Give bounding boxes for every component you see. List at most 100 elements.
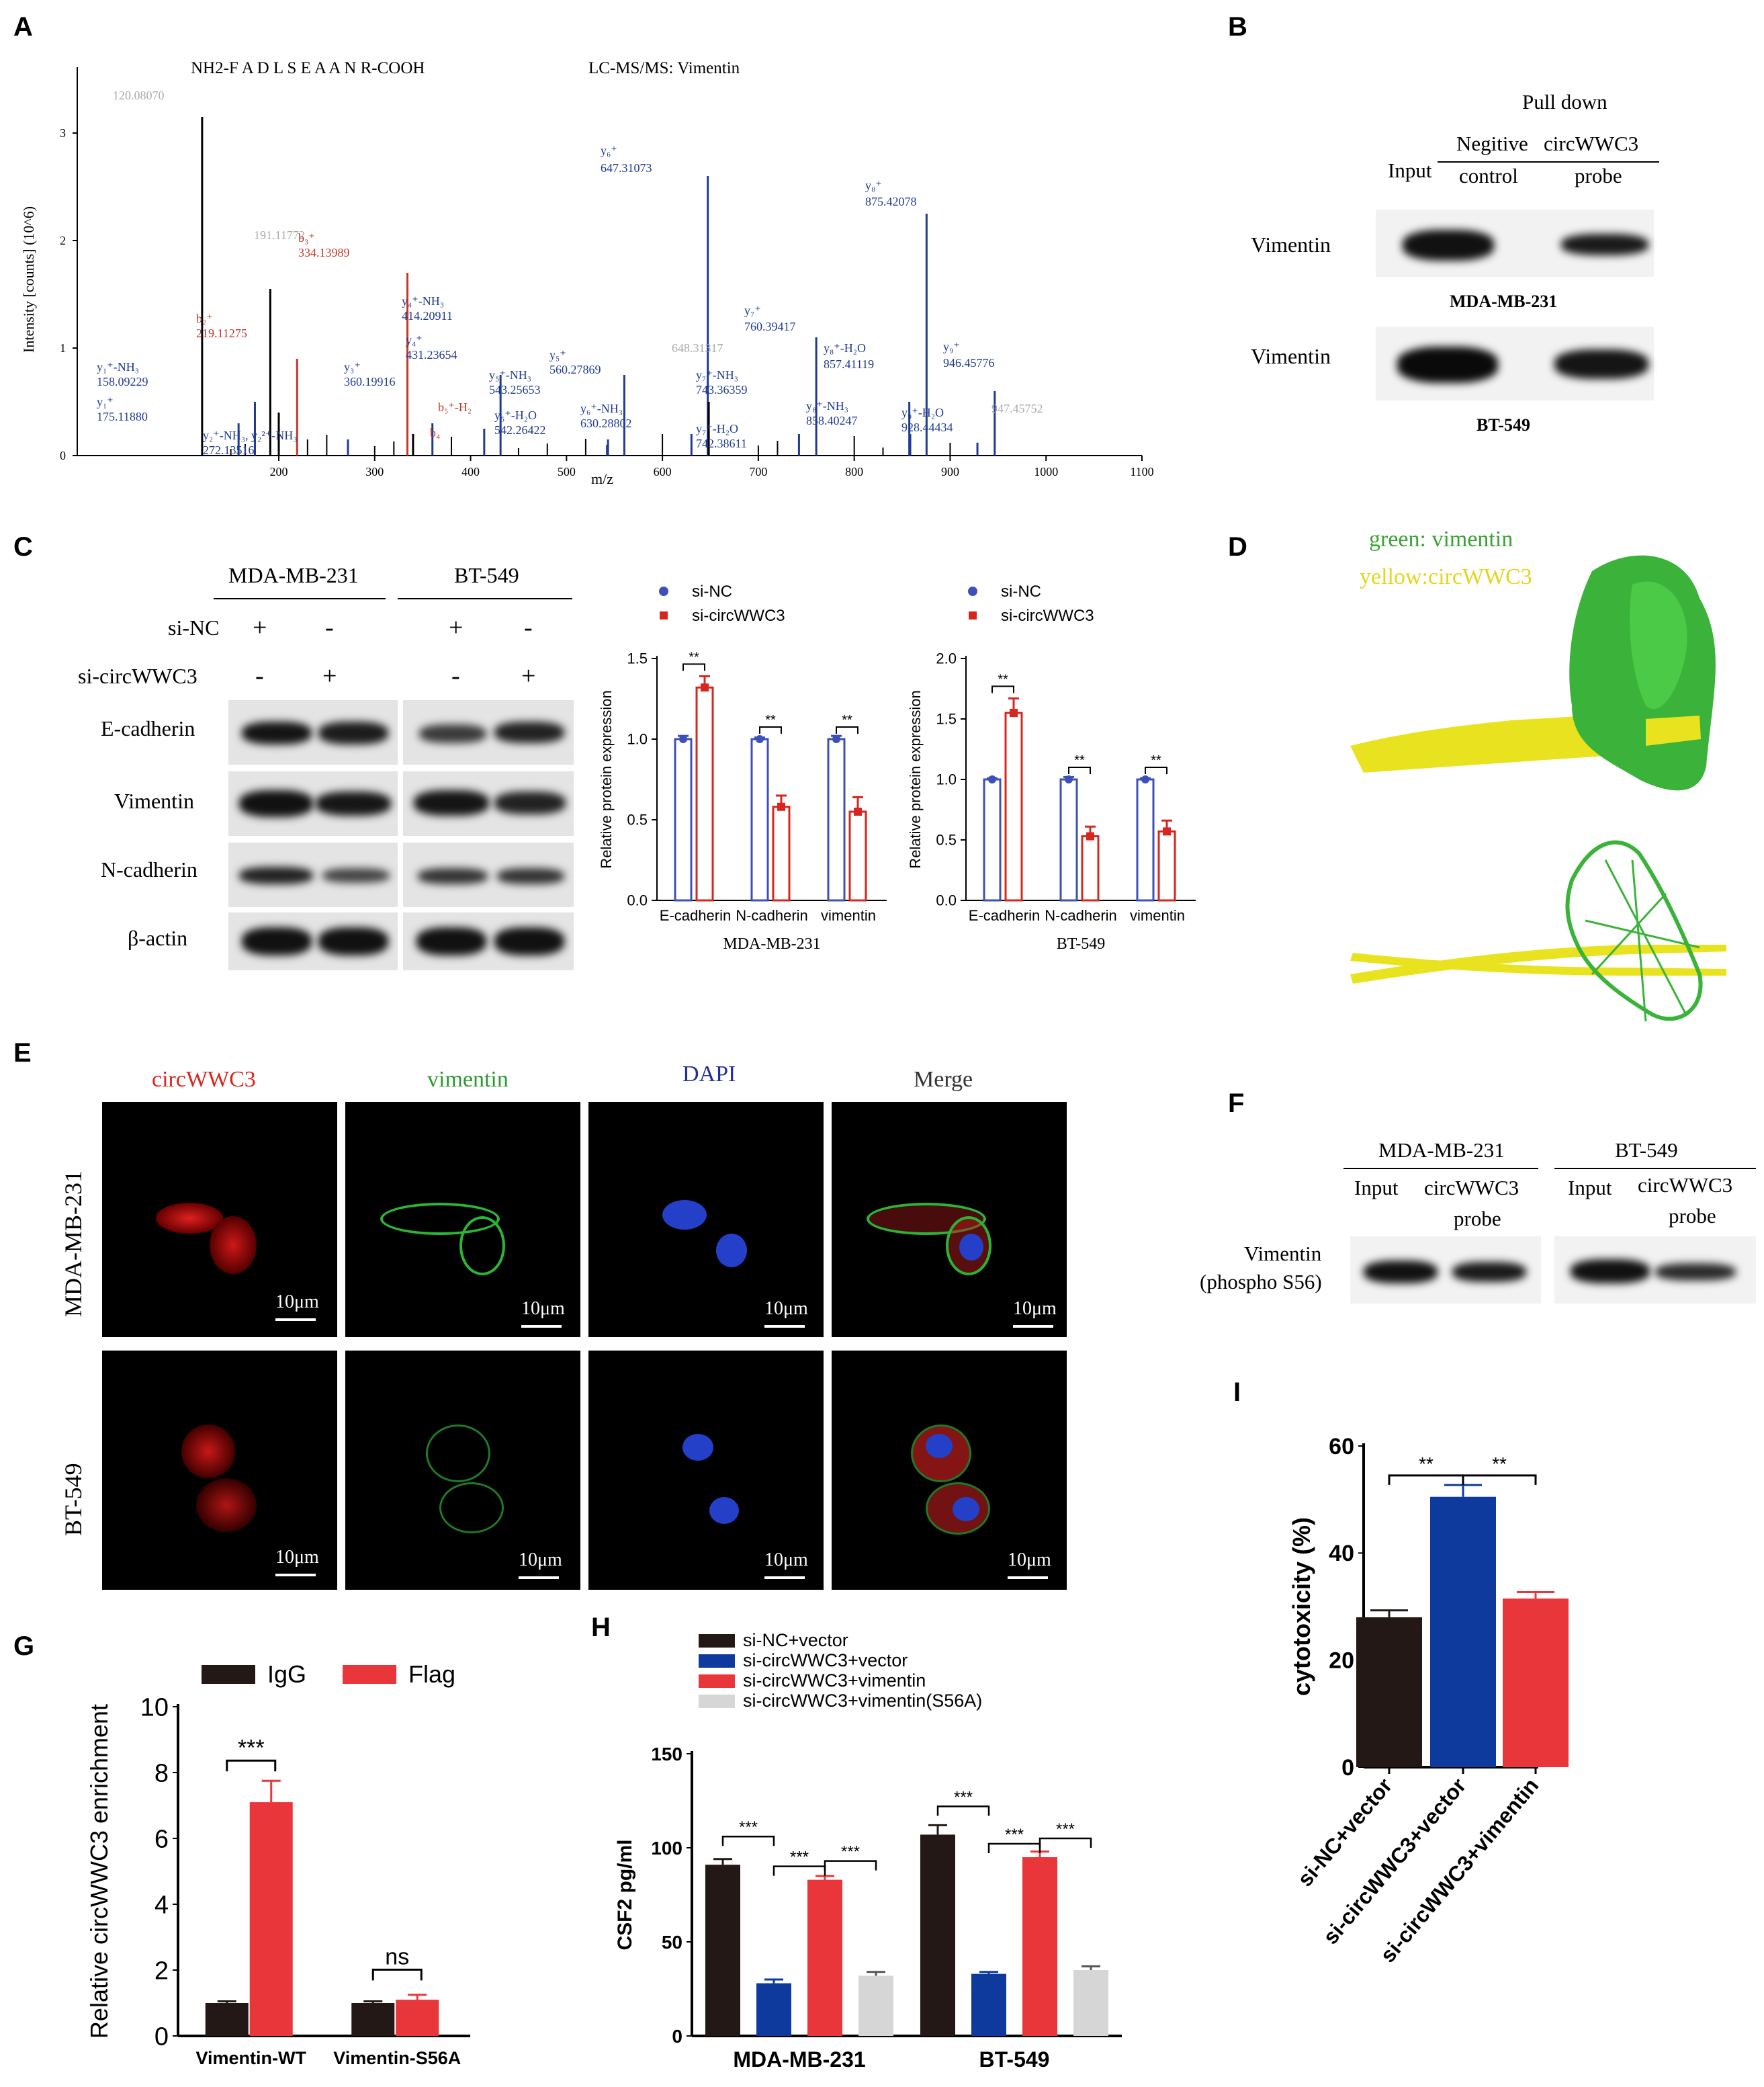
significance-bracket	[1068, 767, 1091, 774]
legend-label: si-circWWC3+vimentin	[743, 1670, 926, 1691]
data-point	[832, 735, 840, 743]
f-probe1-2: circWWC3	[1638, 1173, 1733, 1197]
x-tick-label: BT-549	[979, 2047, 1050, 2072]
significance-bracket	[824, 1860, 877, 1871]
c-cell-bt549: BT-549	[454, 563, 519, 587]
legend-marker-igg	[202, 1665, 255, 1684]
significance-label: **	[1074, 753, 1085, 768]
significance-bracket	[759, 726, 782, 734]
significance-bracket	[987, 1842, 1041, 1853]
y-tick-label: 0.5	[936, 832, 957, 849]
peptide-sequence: NH2-F A D L S E A A N R-COOH	[191, 59, 425, 77]
data-point	[1010, 709, 1018, 717]
spectrum-peak-label: y₆⁺-NH₃	[580, 402, 623, 415]
c-sign: -	[451, 662, 460, 690]
y-tick-label: 8	[155, 1759, 169, 1787]
x-axis-title: BT-549	[1057, 935, 1105, 953]
chart-g: 0 2 4 6 8 10 Relative circWWC3 enrichment IgG Fl…	[85, 1660, 470, 2068]
c-row-actin: β-actin	[128, 926, 188, 950]
x-tick-label: N-cadherin	[1045, 907, 1117, 924]
y-tick-label: 2.0	[936, 650, 957, 667]
bar	[1503, 1599, 1569, 1767]
x-tick-label: E-cadherin	[969, 907, 1040, 924]
bar	[772, 806, 791, 902]
legend-label: si-NC	[692, 583, 732, 601]
x-tick-label: Vimentin-WT	[196, 2048, 307, 2068]
spectrum-peak-label: 191.11772	[254, 228, 305, 242]
x-tick-label: si-circWWC3+vector	[1318, 1773, 1470, 1949]
spectrum-peak-label: b₅⁺-H₂	[438, 400, 472, 414]
f-blot-mda	[1350, 1236, 1541, 1304]
input-label: Input	[1388, 159, 1432, 182]
f-cell-mda: MDA-MB-231	[1378, 1138, 1505, 1162]
micro-bt-dapi: 10μm	[588, 1351, 824, 1590]
legend-marker	[699, 1634, 735, 1648]
y-axis-title: Relative protein expression	[598, 690, 615, 868]
f-probe2-1: probe	[1454, 1207, 1501, 1230]
spectrum-ytick-label: 0	[60, 449, 66, 462]
panel-b-label: B	[1228, 12, 1247, 42]
method-label: LC-MS/MS: Vimentin	[588, 59, 740, 77]
spectrum-peak-label: 858.40247	[806, 414, 858, 427]
c-row-ecad: E-cadherin	[101, 716, 195, 740]
legend-label: si-NC+vector	[743, 1630, 848, 1650]
bar	[1059, 778, 1078, 902]
spectrum-xtick-label: 800	[845, 465, 863, 478]
c-sinc-label: si-NC	[168, 615, 220, 640]
c-sign: -	[524, 613, 533, 642]
bar	[695, 686, 714, 902]
d-green-label: green: vimentin	[1369, 527, 1513, 552]
blot-strip-mda	[1376, 210, 1654, 277]
x-tick-label: E-cadherin	[660, 907, 731, 924]
c-sign: +	[253, 613, 267, 642]
y-tick-label: 40	[1329, 1541, 1354, 1566]
f-input-1: Input	[1354, 1176, 1399, 1199]
bar	[1356, 1617, 1422, 1767]
significance-label: **	[1419, 1453, 1434, 1474]
bar	[674, 738, 693, 902]
y-tick-label: 10	[140, 1693, 169, 1721]
spectrum-peak-label: y₇⁺	[744, 304, 761, 317]
chart-c-mda: 0.0 0.5 1.0 1.5 Relative protein expression s…	[598, 583, 887, 953]
bar	[971, 1973, 1006, 2036]
y-tick-label: 1.0	[936, 771, 957, 788]
y-tick-label: 50	[662, 1932, 682, 1953]
y-tick-label: 2	[155, 1957, 169, 1985]
d-yellow-label: yellow:circWWC3	[1360, 564, 1532, 589]
spectrum-peak-label: 543.25653	[489, 383, 541, 396]
spectrum-peak-label: y₄⁺-NH₃	[402, 294, 444, 308]
data-point	[756, 735, 764, 743]
neg-label-2: control	[1459, 164, 1518, 187]
bar	[1081, 835, 1100, 902]
significance-label: ***	[841, 1843, 860, 1861]
spectrum-peak-label: y₃⁺	[344, 360, 361, 374]
spectrum-peak-label: y₄⁺	[406, 333, 423, 347]
micro-mda-circ: 10μm	[102, 1102, 337, 1337]
spectrum-peak-label: y₈⁺	[865, 179, 882, 192]
spectrum-peak-label: 542.26422	[494, 423, 546, 437]
legend-marker-flag	[343, 1665, 396, 1684]
significance-bracket	[1145, 767, 1167, 774]
x-tick-label: MDA-MB-231	[733, 2047, 865, 2072]
spectrum-xtick-label: 900	[941, 465, 959, 478]
y-tick-label: 1.5	[627, 650, 648, 667]
spectrum-peak-label: 742.38611	[696, 437, 747, 450]
bar	[827, 738, 846, 902]
spectrum-peak-label: y₁⁺	[97, 395, 114, 409]
panel-i-label: I	[1233, 1377, 1241, 1407]
y-tick-label: 150	[651, 1744, 682, 1764]
spectrum-peak-label: b₃⁺	[298, 231, 315, 245]
y-tick-label: 0.0	[936, 892, 957, 909]
blot-cell-bt549: BT-549	[1476, 415, 1530, 435]
c-sicirc-label: si-circWWC3	[78, 664, 197, 688]
spectrum-peak-label: 272.13516	[203, 443, 255, 457]
c-blot-ecad-mda	[228, 700, 398, 765]
y-tick-label: 1.0	[627, 731, 648, 748]
data-point	[777, 802, 785, 811]
spectrum-peak-label: y₉⁺-H₂O	[901, 406, 944, 419]
spectrum-peak-label: y₈⁺-H₂O	[824, 341, 866, 355]
c-blot-actin-mda	[228, 912, 398, 970]
spectrum-peak-label: 219.11275	[196, 327, 247, 340]
c-blot-ncad-bt	[403, 843, 574, 907]
